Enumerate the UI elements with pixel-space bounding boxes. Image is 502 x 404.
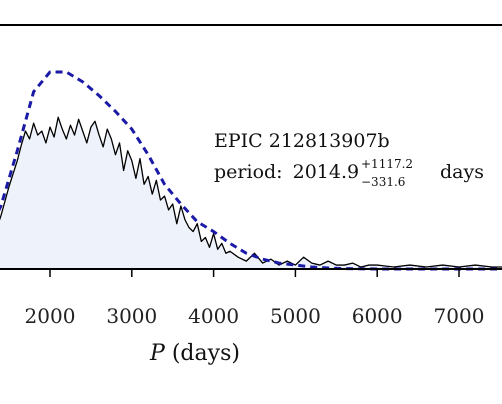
x-tick-label: 2000 bbox=[25, 304, 76, 328]
x-axis-label: P (days) bbox=[149, 341, 240, 366]
x-ticks: 2000 3000 4000 5000 6000 7000 bbox=[25, 269, 485, 328]
histogram-fill bbox=[0, 117, 502, 269]
annotation-title: EPIC 212813907b bbox=[214, 130, 390, 152]
x-tick-label: 4000 bbox=[188, 304, 239, 328]
annotation: EPIC 212813907b period: 2014.9 +1117.2 −… bbox=[214, 130, 484, 189]
annotation-period-label: period: bbox=[214, 161, 283, 183]
x-tick-label: 5000 bbox=[270, 304, 321, 328]
histogram-line bbox=[0, 116, 502, 268]
x-tick-label: 6000 bbox=[352, 304, 403, 328]
plot-area bbox=[0, 70, 502, 271]
x-axis-label-unit: (days) bbox=[165, 341, 240, 366]
annotation-period: period: 2014.9 bbox=[214, 161, 359, 183]
x-tick-label: 3000 bbox=[106, 304, 157, 328]
annotation-period-minus: −331.6 bbox=[361, 175, 405, 189]
annotation-period-plus: +1117.2 bbox=[361, 157, 413, 171]
x-axis-label-variable: P bbox=[149, 341, 166, 366]
annotation-period-unit: days bbox=[440, 161, 484, 183]
annotation-period-value: 2014.9 bbox=[293, 161, 359, 183]
x-tick-label: 7000 bbox=[434, 304, 485, 328]
